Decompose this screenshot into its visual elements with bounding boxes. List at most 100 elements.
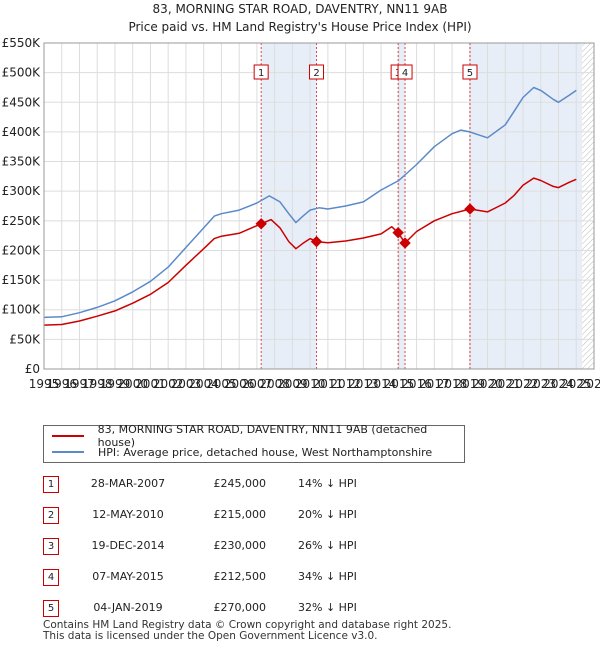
price-paid-line	[43, 177, 577, 326]
x-tick-label: 1997	[64, 377, 95, 391]
x-tick-label: 1995	[29, 377, 60, 391]
y-tick-label: £50K	[9, 332, 41, 346]
sale-marker-number: 2	[313, 68, 319, 79]
x-tick-label: 2018	[437, 377, 468, 391]
sale-point	[464, 203, 476, 215]
price-chart: 12345 £0£50K£100K£150K£200K£250K£300K£35…	[2, 36, 600, 391]
legend-price-label: 83, MORNING STAR ROAD, DAVENTRY, NN11 9A…	[97, 423, 428, 449]
sale-date: 07-MAY-2015	[92, 570, 164, 583]
sale-marker-box	[397, 64, 413, 80]
plot-frame	[43, 42, 595, 370]
footer-licence: This data is licensed under the Open Gov…	[43, 630, 378, 642]
x-tick-label: 2012	[330, 377, 361, 391]
sale-point	[310, 235, 323, 248]
sale-price: £245,000	[213, 477, 267, 490]
sale-hpi-diff: 14% ↓ HPI	[298, 477, 357, 490]
sale-number-badge: 1	[43, 476, 59, 493]
sale-hpi-diff: 26% ↓ HPI	[298, 539, 357, 552]
legend: 83, MORNING STAR ROAD, DAVENTRY, NN11 9A…	[43, 423, 465, 463]
sale-marker-number: 4	[402, 68, 408, 79]
y-tick-label: £400K	[2, 125, 42, 139]
sale-row: 3 19-DEC-2014 £230,000 26% ↓ HPI	[43, 538, 583, 569]
sale-date: 04-JAN-2019	[93, 601, 163, 614]
shaded-band	[469, 43, 583, 369]
chart-title: 83, MORNING STAR ROAD, DAVENTRY, NN11 9A…	[152, 2, 448, 16]
sale-date: 19-DEC-2014	[91, 539, 165, 552]
shaded-band	[261, 43, 317, 369]
x-tick-label: 2005	[206, 377, 237, 391]
y-tick-label: £200K	[2, 243, 42, 257]
sale-price: £215,000	[213, 508, 267, 521]
sales-table: 1 28-MAR-2007 £245,000 14% ↓ HPI 2 12-MA…	[43, 476, 583, 631]
sale-hpi-diff: 32% ↓ HPI	[298, 601, 357, 614]
hpi-line-swatch	[52, 451, 84, 453]
forecast-hatch	[582, 43, 594, 369]
x-tick-label: 2009	[277, 377, 308, 391]
x-tick-label: 2006	[224, 377, 255, 391]
sale-point	[392, 226, 404, 239]
x-tick-label: 2013	[348, 377, 379, 391]
sale-number-badge: 4	[43, 569, 59, 586]
shaded-band	[398, 43, 406, 369]
sale-date: 12-MAY-2010	[92, 508, 164, 521]
x-tick-label: 2014	[366, 377, 397, 391]
sale-price: £212,500	[213, 570, 267, 583]
sale-row: 5 04-JAN-2019 £270,000 32% ↓ HPI	[43, 600, 583, 631]
sale-point	[399, 237, 411, 249]
x-tick-label: 2020	[472, 377, 503, 391]
sale-marker-number: 5	[467, 68, 473, 79]
y-tick-label: £550K	[2, 36, 42, 50]
sale-number-badge: 5	[43, 600, 59, 617]
sale-date: 28-MAR-2007	[90, 477, 166, 490]
x-tick-label: 2007	[242, 377, 273, 391]
sale-marker-box	[309, 64, 325, 80]
y-tick-label: £350K	[2, 155, 42, 169]
legend-item-price: 83, MORNING STAR ROAD, DAVENTRY, NN11 9A…	[52, 423, 464, 449]
sale-price: £270,000	[213, 601, 267, 614]
x-tick-label: 2022	[508, 377, 539, 391]
legend-item-hpi: HPI: Average price, detached house, West…	[52, 444, 432, 460]
x-tick-label: 2025	[561, 377, 592, 391]
y-tick-label: £0	[25, 362, 40, 376]
x-tick-label: 1998	[82, 377, 113, 391]
sale-number-badge: 2	[43, 507, 59, 524]
hpi-line	[43, 86, 577, 319]
y-tick-label: £500K	[2, 66, 42, 80]
x-tick-label: 2003	[171, 377, 202, 391]
x-tick-label: 2021	[490, 377, 521, 391]
sale-point	[255, 218, 267, 230]
y-tick-label: £150K	[2, 273, 42, 287]
sale-hpi-diff: 34% ↓ HPI	[298, 570, 357, 583]
x-tick-label: 2001	[135, 377, 166, 391]
x-tick-label: 2023	[526, 377, 557, 391]
x-tick-label: 1999	[100, 377, 131, 391]
x-tick-label: 2000	[117, 377, 148, 391]
sale-marker-box	[462, 64, 478, 80]
y-tick-label: £300K	[2, 184, 42, 198]
sale-number-badge: 3	[43, 538, 59, 555]
footer: Contains HM Land Registry data © Crown c…	[43, 620, 451, 642]
x-tick-label: 2017	[419, 377, 450, 391]
sale-row: 1 28-MAR-2007 £245,000 14% ↓ HPI	[43, 476, 583, 507]
sale-row: 2 12-MAY-2010 £215,000 20% ↓ HPI	[43, 507, 583, 538]
x-tick-label: 2002	[153, 377, 184, 391]
x-tick-label: 2011	[313, 377, 344, 391]
chart-subtitle: Price paid vs. HM Land Registry's House …	[128, 20, 472, 34]
x-tick-label: 2004	[188, 377, 219, 391]
x-tick-label: 2016	[401, 377, 432, 391]
y-tick-label: £450K	[2, 95, 42, 109]
x-tick-label: 2024	[543, 377, 574, 391]
price-line-swatch	[52, 435, 84, 437]
x-tick-label: 1996	[46, 377, 77, 391]
y-tick-label: £100K	[2, 303, 42, 317]
sale-price: £230,000	[213, 539, 267, 552]
y-tick-label: £250K	[2, 214, 42, 228]
sale-marker-number: 1	[258, 68, 264, 79]
x-tick-label: 2015	[384, 377, 415, 391]
x-tick-label: 2010	[295, 377, 326, 391]
sale-hpi-diff: 20% ↓ HPI	[298, 508, 357, 521]
x-tick-label: 2026	[579, 377, 600, 391]
footer-copyright: Contains HM Land Registry data © Crown c…	[43, 619, 452, 631]
legend-hpi-label: HPI: Average price, detached house, West…	[98, 445, 433, 459]
x-tick-label: 2019	[455, 377, 486, 391]
